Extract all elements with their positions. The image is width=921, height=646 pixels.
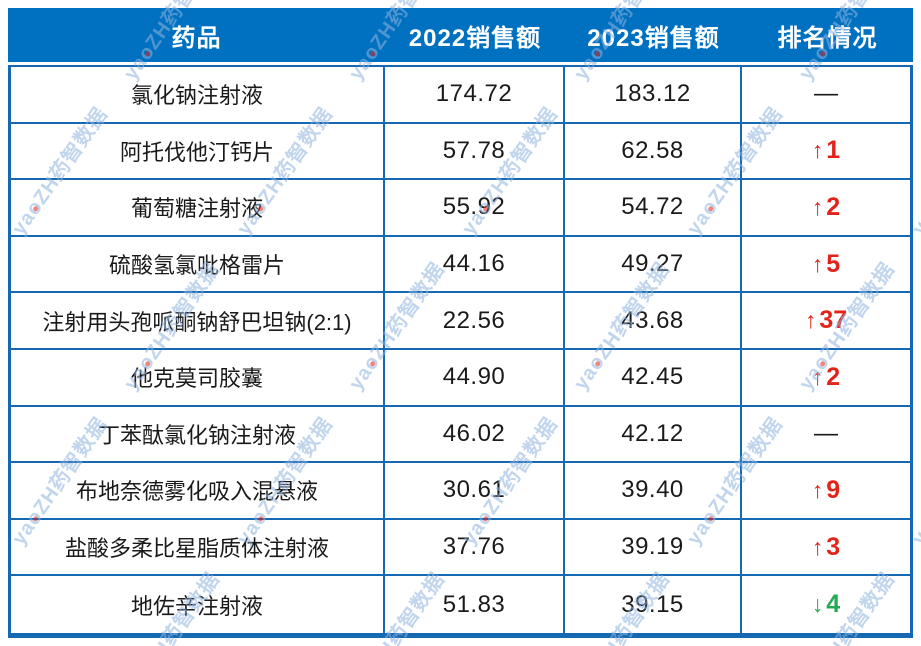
sales-2023-cell: 54.72 bbox=[565, 180, 742, 237]
header-col-sales-2022: 2022销售额 bbox=[408, 24, 542, 52]
table-grid: 氯化钠注射液 174.72 183.12— 阿托伐他汀钙片 57.78 62.58 ↑ 1 葡萄… bbox=[8, 65, 913, 638]
drug-name-cell: 丁苯酞氯化钠注射液 bbox=[11, 406, 385, 464]
up-arrow-icon: ↑ bbox=[811, 137, 824, 164]
rank-change-value: 2 bbox=[826, 362, 841, 391]
sales-2022-cell: 44.16 bbox=[385, 236, 565, 294]
header-col-rank: 排名情况 bbox=[777, 24, 878, 52]
sales-2023-cell: 49.27 bbox=[565, 236, 742, 294]
rank-change-value: 1 bbox=[826, 136, 841, 165]
up-arrow-icon: ↑ bbox=[811, 363, 824, 390]
sales-2022-cell: 174.72 bbox=[385, 67, 565, 124]
drug-name-cell: 地佐辛注射液 bbox=[11, 576, 385, 633]
rank-change-cell: ↑ 37 bbox=[742, 293, 910, 350]
rank-change-cell: ↓ 4 bbox=[742, 576, 910, 633]
rank-change-value: 5 bbox=[826, 249, 841, 278]
sales-2022-cell: 30.61 bbox=[385, 463, 565, 520]
sales-2023-cell: 183.12 bbox=[565, 67, 742, 124]
up-arrow-icon: ↑ bbox=[811, 533, 824, 560]
drug-name-cell: 葡萄糖注射液 bbox=[11, 180, 385, 237]
header-col-drug: 药品 bbox=[171, 24, 222, 52]
rank-change-value: 3 bbox=[826, 532, 841, 561]
sales-2022-cell: 37.76 bbox=[385, 519, 565, 577]
up-arrow-icon: ↑ bbox=[811, 250, 824, 277]
sales-2022-cell: 44.90 bbox=[385, 349, 565, 407]
rank-change-cell: ↑ 1 bbox=[742, 124, 910, 181]
drug-name-cell: 布地奈德雾化吸入混悬液 bbox=[11, 463, 385, 520]
sales-2023-cell: 42.45 bbox=[565, 349, 742, 407]
table-header-row: 药品 2022销售额 2023销售额 排名情况 bbox=[8, 8, 913, 62]
rank-change-cell: ↑ 2 bbox=[742, 180, 910, 237]
sales-2023-cell: 43.68 bbox=[565, 293, 742, 350]
sales-2022-cell: 55.92 bbox=[385, 180, 565, 237]
sales-2023-cell: 62.58 bbox=[565, 123, 742, 181]
header-col-sales-2023: 2023销售额 bbox=[587, 24, 720, 52]
sales-2022-cell: 22.56 bbox=[385, 293, 565, 350]
sales-2023-cell: 39.40 bbox=[565, 463, 742, 520]
drug-name-cell: 氯化钠注射液 bbox=[11, 67, 385, 124]
rank-change-value: 4 bbox=[826, 590, 841, 619]
up-arrow-icon: ↑ bbox=[811, 193, 824, 220]
drug-name-cell: 阿托伐他汀钙片 bbox=[11, 123, 385, 181]
drug-name-cell: 硫酸氢氯吡格雷片 bbox=[11, 236, 385, 294]
rank-change-cell: ↑ 3 bbox=[742, 520, 910, 577]
rank-change-value: 37 bbox=[819, 306, 848, 335]
sales-2022-cell: 51.83 bbox=[385, 576, 565, 633]
rank-change-value: 2 bbox=[826, 192, 841, 221]
up-arrow-icon: ↑ bbox=[804, 307, 817, 334]
rank-change-value: 9 bbox=[826, 475, 841, 504]
sales-2023-cell: 42.12 bbox=[565, 406, 742, 464]
sales-2022-cell: 46.02 bbox=[385, 406, 565, 464]
sales-2023-cell: 39.19 bbox=[565, 519, 742, 577]
drug-name-cell: 注射用头孢哌酮钠舒巴坦钠(2:1) bbox=[11, 293, 385, 350]
drug-name-cell: 他克莫司胶囊 bbox=[11, 349, 385, 407]
rank-change-cell: ↑ 5 bbox=[742, 237, 910, 294]
down-arrow-icon: ↓ bbox=[811, 591, 824, 618]
rank-change-cell: — bbox=[742, 67, 910, 124]
sales-2023-cell: 39.15 bbox=[565, 576, 742, 633]
no-change-dash: — bbox=[814, 80, 838, 108]
rank-change-cell: — bbox=[742, 407, 910, 464]
rank-change-cell: ↑ 2 bbox=[742, 350, 910, 407]
sales-2022-cell: 57.78 bbox=[385, 123, 565, 181]
drug-name-cell: 盐酸多柔比星脂质体注射液 bbox=[11, 519, 385, 577]
up-arrow-icon: ↑ bbox=[811, 476, 824, 503]
rank-change-cell: ↑ 9 bbox=[742, 463, 910, 520]
no-change-dash: — bbox=[814, 419, 838, 447]
